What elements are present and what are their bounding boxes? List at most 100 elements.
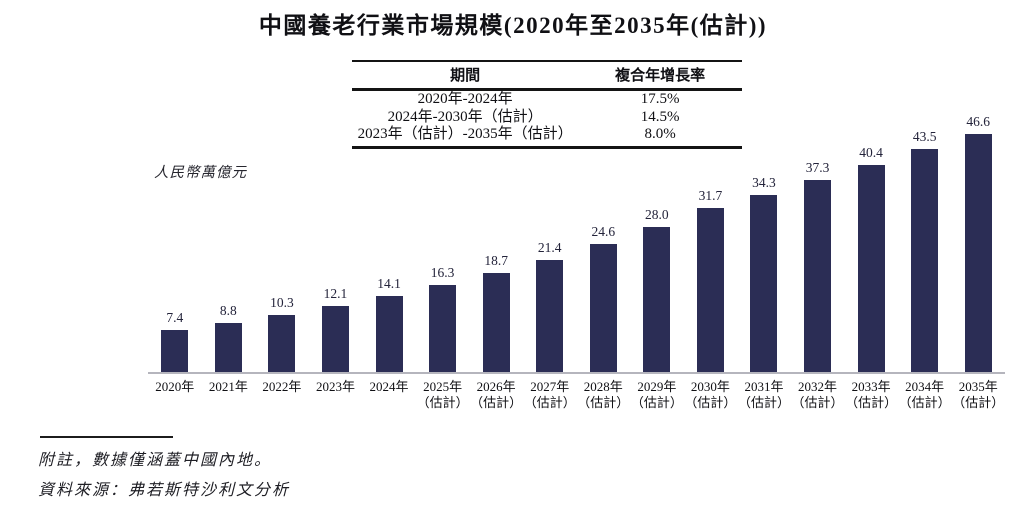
x-axis-estimate-tag: （估計）: [791, 395, 844, 410]
bar: [429, 285, 457, 372]
bar: [857, 165, 885, 372]
x-axis-label: 2024年: [362, 379, 416, 411]
bar-slot: 37.3: [791, 114, 845, 372]
bar: [214, 323, 242, 372]
x-axis-label: 2021年: [202, 379, 256, 411]
x-axis-year: 2029年: [637, 379, 677, 394]
bar-slot: 40.4: [844, 114, 898, 372]
x-axis-estimate-tag: （估計）: [416, 395, 469, 410]
bar-plot-area: 7.4 8.8 10.3 12.1 14.1 16.3 18.7 21.4 24.6 28.0 31…: [148, 114, 1005, 374]
cagr-rate-cell: 17.5%: [640, 91, 680, 107]
bar: [375, 296, 403, 372]
cagr-period-cell: 2020年-2024年: [417, 91, 513, 107]
x-axis-labels: 2020年 2021年 2022年 2023年 2024年 2025年 （估計） 2026年（…: [148, 379, 1005, 411]
x-axis-estimate-tag: （估計）: [684, 395, 737, 410]
bar-slot: 31.7: [684, 114, 738, 372]
bar-value-label: 16.3: [430, 265, 455, 280]
x-axis-year: 2034年: [905, 379, 945, 394]
bar-value-label: 40.4: [859, 145, 883, 160]
cagr-table-header-row: 期間 複合年增長率: [352, 60, 742, 91]
bar-slot: 46.6: [951, 114, 1005, 372]
x-axis-year: 2021年: [208, 379, 248, 394]
bar-slot: 12.1: [309, 114, 363, 372]
x-axis-year: 2035年: [958, 379, 998, 394]
y-axis-unit-label: 人民幣萬億元: [154, 165, 247, 181]
bar-value-label: 37.3: [805, 160, 830, 175]
bar-slot: 7.4: [148, 114, 202, 372]
bar: [696, 208, 724, 372]
bar-slot: 14.1: [362, 114, 416, 372]
footnote-source: 資料來源：弗若斯特沙利文分析: [38, 482, 291, 499]
x-axis-label: 2022年: [255, 379, 309, 411]
bar-slot: 8.8: [202, 114, 256, 372]
cagr-table-row: 2024年-2030年（估計） 14.5%: [352, 109, 742, 127]
x-axis-estimate-tag: （估計）: [952, 395, 1005, 410]
bar-value-label: 18.7: [484, 253, 508, 268]
bar-slot: 24.6: [577, 114, 631, 372]
bar-slot: 10.3: [255, 114, 309, 372]
bar: [482, 273, 510, 372]
x-axis-label: 2032年 （估計）: [791, 379, 845, 411]
bar: [804, 180, 832, 372]
x-axis-label: 2034年 （估計）: [898, 379, 952, 411]
x-axis-estimate-tag: （估計）: [898, 395, 951, 410]
bar-value-label: 8.8: [219, 303, 237, 318]
bar-value-label: 43.5: [912, 129, 937, 144]
x-axis-year: 2020年: [155, 379, 195, 394]
cagr-rate-cell: 8.0%: [578, 126, 742, 149]
x-axis-label: 2023年: [309, 379, 363, 411]
bar: [321, 306, 349, 372]
bar-slot: 18.7: [469, 114, 523, 372]
bar-value-label: 24.6: [591, 224, 616, 239]
bar-value-label: 7.4: [166, 310, 184, 325]
x-axis-year: 2030年: [690, 379, 730, 394]
x-axis-estimate-tag: （估計）: [737, 395, 790, 410]
x-axis-year: 2031年: [744, 379, 784, 394]
bar-value-label: 10.3: [270, 295, 294, 310]
cagr-header-rate: 複合年增長率: [578, 60, 742, 91]
x-axis-label: 2025年 （估計）: [416, 379, 470, 411]
bar-slot: 28.0: [630, 114, 684, 372]
x-axis-estimate-tag: （估計）: [630, 395, 683, 410]
cagr-period-cell: 2024年-2030年（估計）: [387, 108, 543, 125]
cagr-table-body: 2020年-2024年 17.5% 2024年-2030年（估計） 14.5% 2023…: [352, 90, 742, 149]
cagr-table-row: 2023年（估計）-2035年（估計） 8.0%: [352, 126, 742, 149]
bar-value-label: 28.0: [645, 207, 669, 222]
bar-value-label: 34.3: [752, 175, 776, 190]
chart-title: 中國養老行業市場規模(2020年至2035年(估計)): [258, 13, 768, 38]
bar: [643, 227, 671, 372]
x-axis-estimate-tag: （估計）: [523, 395, 576, 410]
x-axis-label: 2030年 （估計）: [684, 379, 738, 411]
x-axis-year: 2033年: [851, 379, 891, 394]
bar: [964, 134, 992, 372]
x-axis-year: 2024年: [369, 379, 409, 394]
cagr-table: 期間 複合年增長率 2020年-2024年 17.5% 2024年-2030年（估計…: [352, 60, 742, 149]
x-axis-label: 2031年 （估計）: [737, 379, 791, 411]
bar-value-label: 46.6: [966, 114, 991, 129]
bar-slot: 43.5: [898, 114, 952, 372]
cagr-header-period: 期間: [352, 60, 579, 91]
bar: [589, 244, 617, 372]
x-axis-label: 2027年 （估計）: [523, 379, 577, 411]
footnote-divider: [40, 436, 173, 438]
bar-value-label: 31.7: [698, 188, 723, 203]
x-axis-label: 2033年 （估計）: [844, 379, 898, 411]
x-axis-label: 2029年 （估計）: [630, 379, 684, 411]
bar: [750, 195, 778, 372]
bar: [911, 149, 939, 372]
x-axis-label: 2026年 （估計）: [469, 379, 523, 411]
x-axis-estimate-tag: （估計）: [845, 395, 898, 410]
bar-slot: 21.4: [523, 114, 577, 372]
footnote-note: 附註，數據僅涵蓋中國內地。: [38, 452, 273, 469]
bar: [536, 260, 564, 372]
x-axis-year: 2023年: [315, 379, 355, 394]
bar-value-label: 21.4: [537, 240, 562, 255]
bar-value-label: 12.1: [323, 286, 348, 301]
bar: [161, 330, 189, 372]
bar-slot: 34.3: [737, 114, 791, 372]
cagr-table-row: 2020年-2024年 17.5%: [352, 90, 742, 109]
x-axis-year: 2022年: [262, 379, 302, 394]
cagr-rate-cell: 14.5%: [640, 108, 680, 125]
x-axis-label: 2028年 （估計）: [577, 379, 631, 411]
